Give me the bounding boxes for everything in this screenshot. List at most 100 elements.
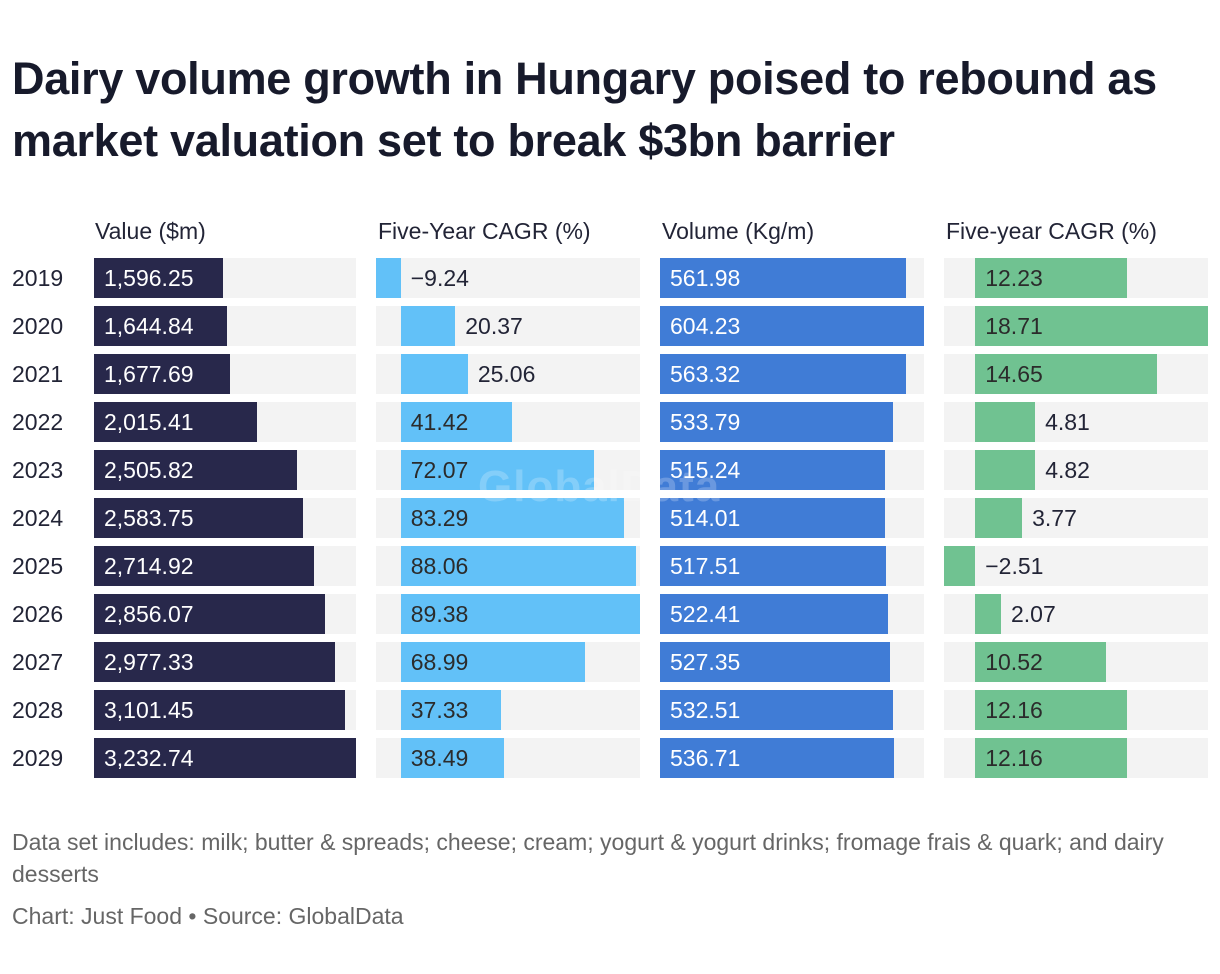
bar-volume: [660, 258, 906, 298]
bar-value: [94, 450, 298, 490]
bar-value-cagr: [400, 642, 586, 682]
data-label-value-cagr: 20.37: [465, 313, 523, 339]
data-label-volume: 522.41: [670, 601, 741, 627]
bar-track: −9.24: [376, 258, 640, 298]
data-label-value-cagr: 83.29: [410, 505, 469, 531]
bar-track: 88.06: [376, 546, 640, 586]
data-label-value-cagr: 41.42: [410, 409, 469, 435]
bar-track: 3,101.45: [94, 690, 356, 730]
data-label-value: 1,596.25: [104, 265, 194, 291]
data-label-volume-cagr: −2.51: [985, 553, 1044, 579]
bar-volume: [660, 402, 894, 442]
bar-track: 515.24: [660, 450, 924, 490]
bar-track: 563.32: [660, 354, 924, 394]
data-label-value-cagr: 37.33: [410, 697, 469, 723]
bar-track: 10.52: [944, 642, 1208, 682]
data-label-value: 1,677.69: [104, 361, 194, 387]
data-label-value: 2,505.82: [104, 457, 194, 483]
bar-volume-cagr: [975, 498, 1023, 538]
year-label: 2024: [12, 505, 64, 531]
bar-track: 12.16: [944, 690, 1208, 730]
data-label-value: 1,644.84: [104, 313, 194, 339]
bar-track: 2,856.07: [94, 594, 356, 634]
bar-value-cagr: [400, 690, 501, 730]
data-label-volume: 533.79: [670, 409, 741, 435]
bar-volume: [660, 594, 889, 634]
bar-track: 517.51: [660, 546, 924, 586]
bar-volume: [660, 306, 924, 346]
data-label-volume: 527.35: [670, 649, 741, 675]
data-label-volume: 514.01: [670, 505, 741, 531]
bar-track: 2,977.33: [94, 642, 356, 682]
data-label-value: 2,856.07: [104, 601, 194, 627]
data-label-value-cagr: 72.07: [410, 457, 469, 483]
bar-volume-cagr: [975, 738, 1127, 778]
bar-volume: [660, 738, 895, 778]
bar-value: [94, 690, 346, 730]
data-label-value: 2,015.41: [104, 409, 194, 435]
bar-value: [94, 642, 336, 682]
bar-volume-cagr: [975, 690, 1127, 730]
bar-track: 83.29: [376, 498, 640, 538]
year-label: 2026: [12, 601, 64, 627]
data-label-volume-cagr: 10.52: [985, 649, 1043, 675]
data-label-value: 3,101.45: [104, 697, 194, 723]
bar-volume-cagr: [944, 546, 976, 586]
bar-value-cagr: [400, 402, 512, 442]
column-header-volume: Volume (Kg/m): [662, 218, 815, 244]
bar-volume: [660, 690, 893, 730]
bar-volume-cagr: [975, 402, 1036, 442]
data-label-value-cagr: −9.24: [410, 265, 469, 291]
year-label: 2020: [12, 313, 64, 339]
data-label-volume-cagr: 3.77: [1032, 505, 1077, 531]
data-label-volume-cagr: 12.16: [985, 697, 1043, 723]
year-label: 2022: [12, 409, 64, 435]
bar-value: [94, 354, 230, 394]
bar-track: 3,232.74: [94, 738, 356, 778]
bar-track: 1,596.25: [94, 258, 356, 298]
chart-title: Dairy volume growth in Hungary poised to…: [12, 53, 1157, 166]
data-label-value: 2,977.33: [104, 649, 194, 675]
bar-track: 604.23: [660, 306, 924, 346]
data-label-volume: 563.32: [670, 361, 741, 387]
bar-track: 4.81: [944, 402, 1208, 442]
bar-track: 1,677.69: [94, 354, 356, 394]
data-label-volume-cagr: 4.82: [1045, 457, 1090, 483]
bar-track: 1,644.84: [94, 306, 356, 346]
data-label-volume-cagr: 4.81: [1045, 409, 1090, 435]
data-label-volume: 536.71: [670, 745, 741, 771]
data-label-value-cagr: 25.06: [477, 361, 536, 387]
bar-track: 38.49: [376, 738, 640, 778]
bar-value-cagr: [400, 594, 640, 634]
column-header-value: Value ($m): [95, 218, 206, 244]
bar-track: 561.98: [660, 258, 924, 298]
data-label-value: 2,583.75: [104, 505, 194, 531]
data-label-value-cagr: 89.38: [410, 601, 469, 627]
bar-track: 532.51: [660, 690, 924, 730]
bar-volume-cagr: [975, 642, 1107, 682]
column-header-value-cagr: Five-Year CAGR (%): [378, 218, 591, 244]
bar-track: 14.65: [944, 354, 1208, 394]
bar-track: 3.77: [944, 498, 1208, 538]
bar-track: 25.06: [376, 354, 640, 394]
bar-value: [94, 546, 315, 586]
bar-value: [94, 306, 228, 346]
bar-track: 2,505.82: [94, 450, 356, 490]
data-note: Data set includes: milk; butter & spread…: [12, 829, 1164, 887]
column-header-volume-cagr: Five-year CAGR (%): [946, 218, 1157, 244]
data-label-volume: 561.98: [670, 265, 741, 291]
bar-track: 2,714.92: [94, 546, 356, 586]
bar-track: 2.07: [944, 594, 1208, 634]
data-label-volume-cagr: 12.16: [985, 745, 1043, 771]
data-label-value-cagr: 38.49: [410, 745, 469, 771]
data-label-volume: 515.24: [670, 457, 741, 483]
year-label: 2021: [12, 361, 64, 387]
year-label: 2023: [12, 457, 64, 483]
bar-track: 20.37: [376, 306, 640, 346]
bar-track: 72.07: [376, 450, 640, 490]
bar-track: 68.99: [376, 642, 640, 682]
data-label-value-cagr: 68.99: [410, 649, 469, 675]
bar-volume-cagr: [975, 594, 1001, 634]
bar-value-cagr: [400, 546, 637, 586]
bar-track: 4.82: [944, 450, 1208, 490]
